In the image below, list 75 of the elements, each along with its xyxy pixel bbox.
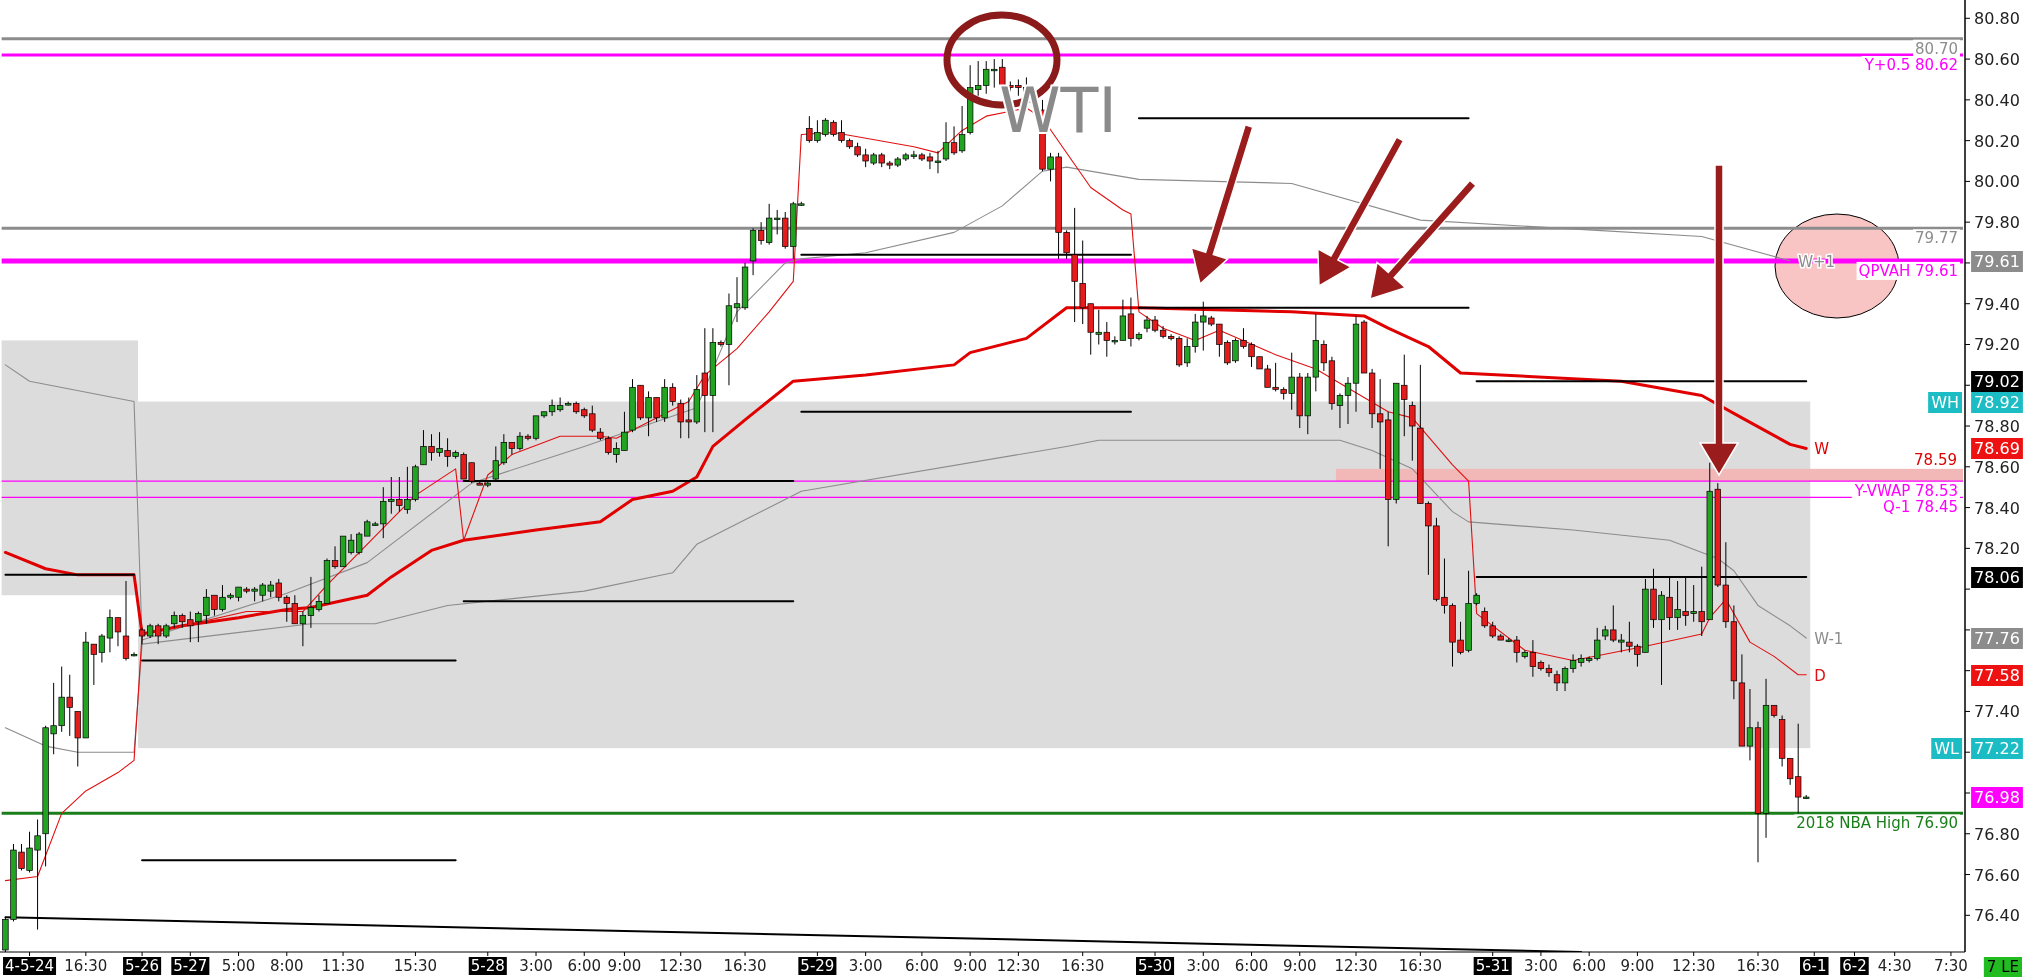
x-tick-label: 4-5-24	[5, 957, 55, 975]
y-tick-label: 79.40	[1974, 294, 2020, 314]
x-tick-label: 5-31	[1475, 957, 1510, 975]
x-tick-label: 6-2	[1842, 957, 1867, 975]
x-tick-label: 16:30	[1398, 957, 1442, 975]
x-tick-label: 11:30	[321, 957, 365, 975]
x-tick-label: 16:30	[1736, 957, 1780, 975]
text: 77.22	[1974, 739, 2020, 758]
x-tick-label: 5-28	[470, 957, 505, 975]
x-tick-label: 8:00	[269, 957, 304, 975]
x-tick-label: 5-30	[1138, 957, 1173, 975]
x-tick-label: 12:30	[996, 957, 1040, 975]
x-tick-label: 12:30	[1672, 957, 1716, 975]
y-tick-label: 79.20	[1974, 335, 2020, 355]
y-tick-label: 78.60	[1974, 457, 2020, 477]
x-tick-label: 16:30	[1061, 957, 1105, 975]
x-tick-label: 4:30	[1877, 957, 1912, 975]
text: 7 LE	[1986, 958, 2019, 976]
text: 79.02	[1974, 372, 2020, 391]
x-tick-label: 5-26	[125, 957, 160, 975]
text: 76.98	[1974, 788, 2020, 807]
x-tick-label: 5:00	[221, 957, 256, 975]
y-tick-label: 80.60	[1974, 50, 2020, 70]
annotation: WH	[1931, 393, 1959, 412]
text: 78.69	[1974, 439, 2020, 458]
x-tick-label: 9:00	[1282, 957, 1317, 975]
y-tick-label: 78.40	[1974, 498, 2020, 518]
x-tick-label: 9:00	[953, 957, 987, 975]
y-tick-label: 80.00	[1974, 172, 2020, 192]
x-tick-label: 6:00	[567, 957, 602, 975]
annotation: WL	[1934, 739, 1960, 758]
ref-line-label: 2018 NBA High 76.90	[1796, 814, 1958, 833]
x-tick-label: 6:00	[1234, 957, 1269, 975]
y-tick-label: 80.20	[1974, 131, 2020, 151]
y-tick-label: 76.80	[1974, 824, 2020, 844]
ref-line-label: 80.70	[1915, 39, 1958, 58]
y-tick-label: 80.80	[1974, 9, 2020, 29]
ref-line-label: Y+0.5 80.62	[1863, 56, 1958, 74]
band-label: 78.59	[1914, 450, 1957, 469]
x-tick-label: 3:00	[1186, 957, 1221, 975]
y-tick-label: 80.40	[1974, 90, 2020, 110]
x-tick-label: 7:30	[1934, 957, 1968, 975]
x-tick-label: 3:00	[848, 957, 883, 975]
y-tick-label: 78.80	[1974, 417, 2020, 437]
x-tick-label: 3:00	[519, 957, 553, 975]
y-tick-label: 76.40	[1974, 906, 2020, 926]
x-tick-label: 5-29	[800, 957, 835, 975]
text: 77.76	[1974, 629, 2020, 648]
x-tick-label: 16:30	[64, 957, 108, 975]
text: 77.58	[1974, 666, 2020, 685]
x-tick-label: 15:30	[393, 957, 438, 975]
text: 78.92	[1974, 393, 2020, 412]
x-tick-label: 9:00	[607, 957, 642, 975]
x-tick-label: 12:30	[1334, 957, 1378, 975]
y-tick-label: 77.40	[1974, 702, 2020, 722]
y-tick-label: 78.20	[1974, 539, 2020, 559]
y-tick-label: 76.60	[1974, 865, 2020, 885]
series-label: W	[1814, 440, 1830, 459]
x-tick-label: 9:00	[1620, 957, 1655, 975]
ref-line-label: Y-VWAP 78.53	[1853, 482, 1958, 501]
x-tick-label: 6:00	[905, 957, 939, 975]
x-tick-label: 5-27	[173, 957, 208, 975]
text: 79.61	[1974, 252, 2020, 271]
x-tick-label: 16:30	[723, 957, 767, 975]
x-tick-label: 12:30	[659, 957, 703, 975]
x-tick-label: 6:00	[1572, 957, 1607, 975]
series-label: D	[1814, 666, 1826, 685]
ref-line-label: 79.77	[1915, 229, 1958, 248]
ref-line-label: Q-1 78.45	[1883, 498, 1958, 517]
text: 78.06	[1974, 568, 2020, 587]
x-tick-label: 3:00	[1524, 957, 1558, 975]
series-label: W-1	[1814, 630, 1844, 649]
y-tick-label: 79.80	[1974, 213, 2020, 233]
x-tick-label: 6-1	[1802, 957, 1827, 975]
ref-line-label: QPVAH 79.61	[1858, 261, 1958, 280]
